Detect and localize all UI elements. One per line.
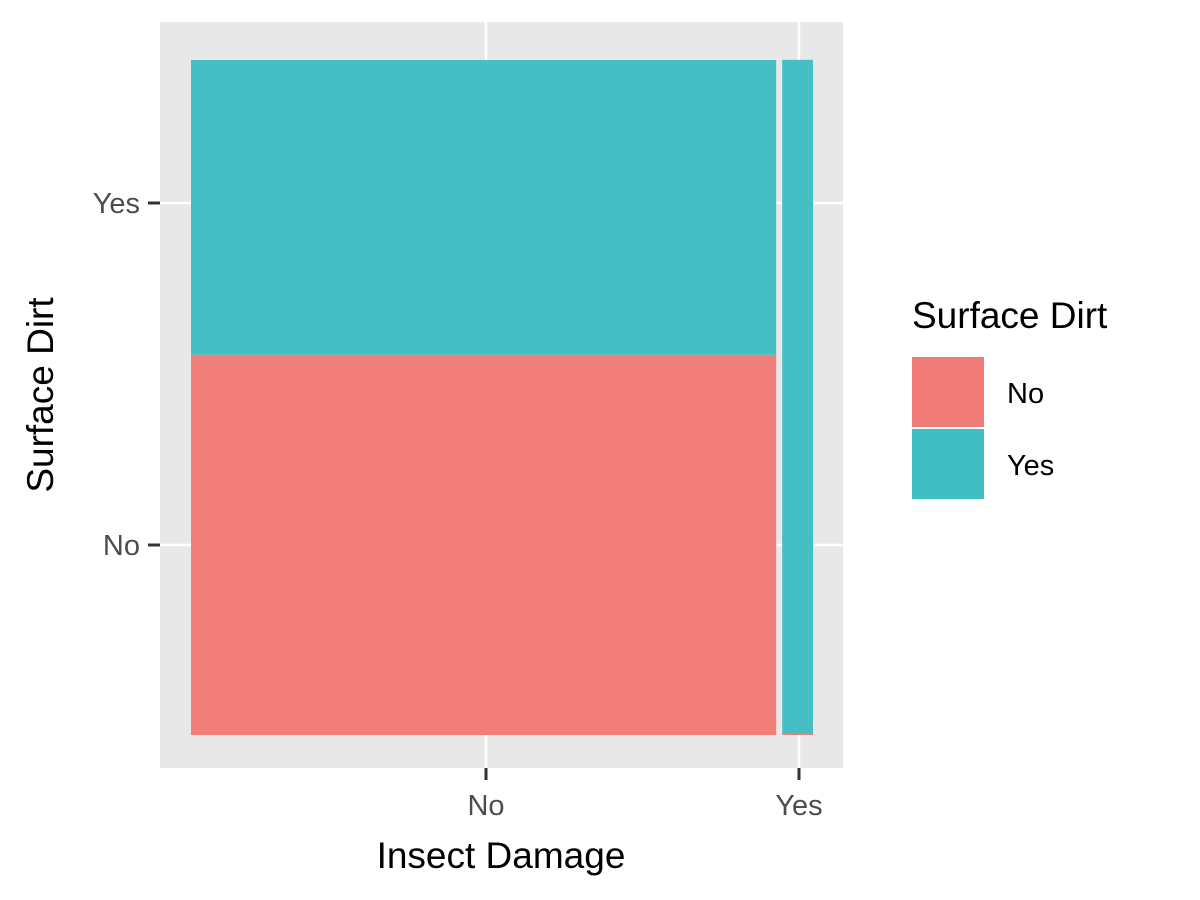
y-tick-label-yes: Yes [93, 188, 140, 220]
legend-label-no: No [1007, 378, 1044, 410]
y-axis: No Yes [93, 188, 160, 562]
legend-title: Surface Dirt [912, 295, 1108, 336]
x-axis: No Yes [467, 768, 823, 822]
x-tick-label-yes: Yes [775, 790, 822, 822]
mosaic-cells [191, 59, 813, 735]
legend-swatch-no [912, 357, 984, 427]
y-tick-label-no: No [103, 530, 140, 562]
x-axis-title: Insect Damage [377, 835, 626, 876]
x-tick-label-no: No [467, 790, 504, 822]
y-axis-title: Surface Dirt [20, 297, 61, 493]
cell-no-yes [191, 60, 777, 355]
legend-label-yes: Yes [1007, 450, 1054, 482]
legend: Surface Dirt No Yes [912, 295, 1108, 499]
cell-yes-yes [782, 59, 813, 734]
cell-no-no [191, 354, 777, 735]
cell-yes-no [782, 733, 813, 735]
legend-swatch-yes [912, 429, 984, 499]
